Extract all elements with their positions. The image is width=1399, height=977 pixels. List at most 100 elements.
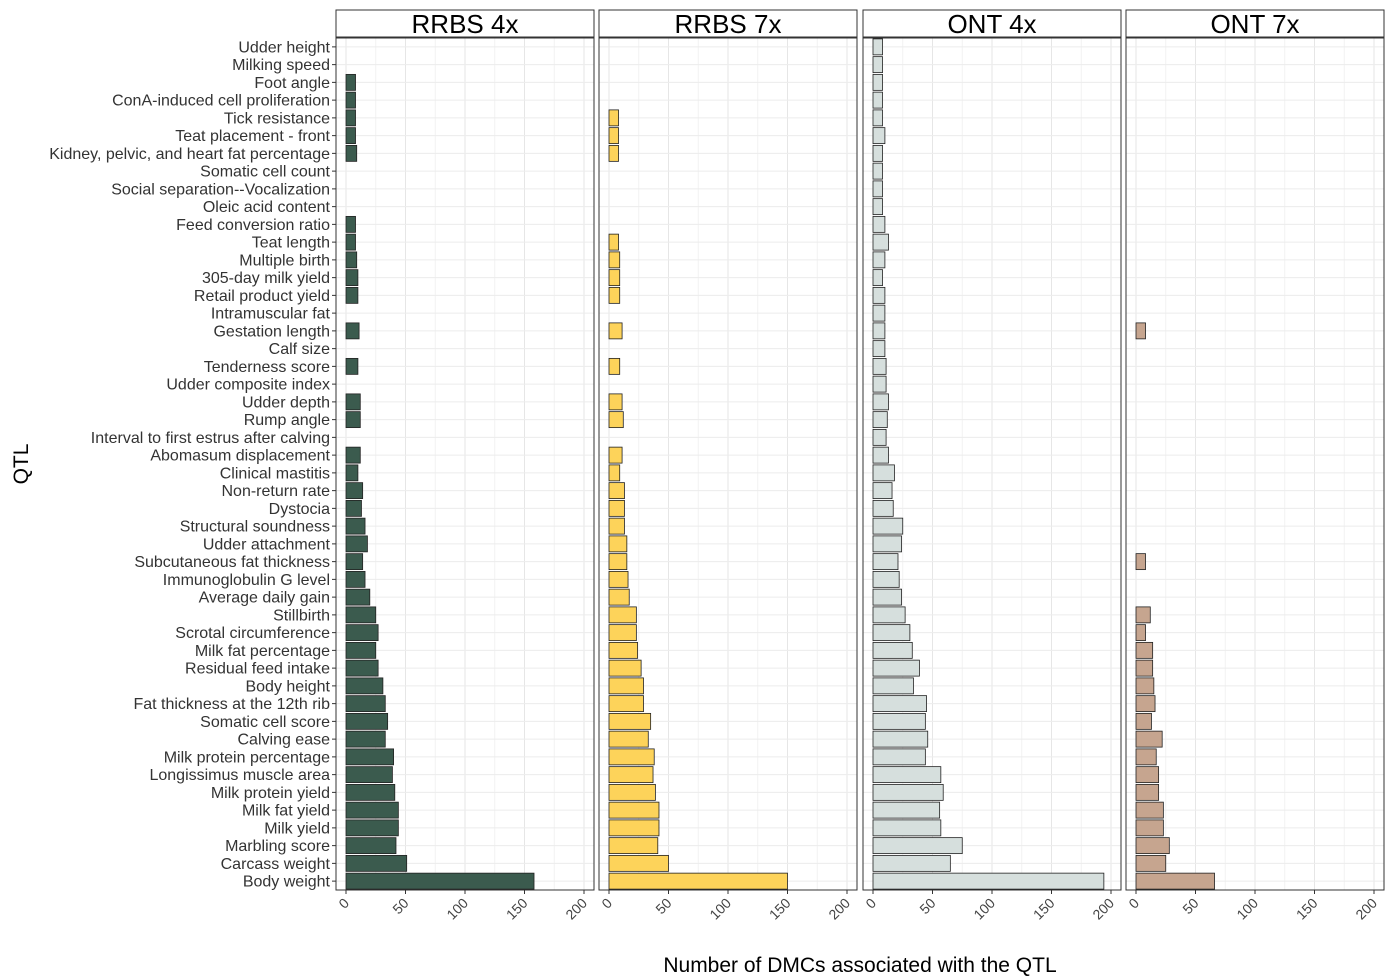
- bar: [872, 162, 883, 180]
- qtl-label: Milk fat yield: [242, 803, 330, 820]
- bar: [345, 837, 397, 855]
- bar: [608, 659, 642, 677]
- bar: [1135, 606, 1151, 624]
- panel-rrbs-7x: RRBS 7x 0 50 100 150 200: [598, 9, 858, 923]
- bar: [345, 464, 359, 482]
- qtl-label: Marbling score: [225, 838, 330, 855]
- qtl-label: Subcutaneous fat thickness: [134, 554, 330, 571]
- bar: [608, 854, 669, 872]
- bar: [1135, 801, 1164, 819]
- bar: [872, 517, 904, 535]
- qtl-label: Clinical mastitis: [220, 465, 330, 482]
- qtl-label: Calf size: [269, 341, 330, 358]
- bar: [608, 464, 621, 482]
- qtl-label: Calving ease: [238, 732, 331, 749]
- x-tick-label: 150: [1030, 895, 1058, 923]
- bar: [608, 783, 656, 801]
- bar: [608, 553, 628, 571]
- qtl-label: Stillbirth: [273, 607, 330, 624]
- bar: [608, 251, 621, 269]
- qtl-label: Milk yield: [264, 820, 330, 837]
- qtl-label: Body height: [245, 678, 330, 695]
- bar: [608, 269, 621, 287]
- bar: [608, 837, 659, 855]
- bar: [345, 286, 359, 304]
- bar: [608, 411, 624, 429]
- qtl-label: ConA-induced cell proliferation: [112, 93, 330, 110]
- bar: [608, 517, 625, 535]
- x-tick-label: 100: [1233, 895, 1261, 923]
- bar: [345, 570, 366, 588]
- bar: [872, 322, 886, 340]
- bar: [608, 677, 644, 695]
- bar: [872, 464, 895, 482]
- bar: [872, 695, 927, 713]
- bar: [1135, 819, 1164, 837]
- bar: [345, 269, 359, 287]
- bar: [345, 730, 386, 748]
- bar: [872, 499, 894, 517]
- qtl-label: Retail product yield: [194, 288, 330, 305]
- bar: [872, 482, 893, 500]
- bar: [345, 801, 399, 819]
- bar: [1135, 854, 1167, 872]
- bar: [872, 553, 899, 571]
- bar: [872, 304, 886, 322]
- bar: [872, 127, 886, 145]
- bar: [872, 801, 941, 819]
- bar: [608, 322, 623, 340]
- bar: [872, 570, 900, 588]
- bar: [872, 659, 920, 677]
- bar: [608, 570, 629, 588]
- bar: [872, 588, 902, 606]
- bar: [345, 482, 364, 500]
- qtl-label: Udder depth: [242, 394, 330, 411]
- qtl-label: Gestation length: [213, 323, 330, 340]
- x-tick-label: 150: [1293, 895, 1321, 923]
- bar: [1135, 766, 1160, 784]
- bar: [872, 411, 888, 429]
- bar: [872, 251, 886, 269]
- bar: [608, 606, 637, 624]
- x-tick-label: 200: [562, 895, 590, 923]
- bar: [608, 766, 654, 784]
- qtl-label: Milk fat percentage: [195, 643, 330, 660]
- qtl-label: Dystocia: [269, 501, 330, 518]
- qtl-label: Milk protein percentage: [164, 749, 330, 766]
- qtl-label: Scrotal circumference: [175, 625, 330, 642]
- x-tick-label: 0: [598, 895, 615, 912]
- panel-title: RRBS 4x: [412, 9, 519, 39]
- qtl-label: Tick resistance: [224, 110, 330, 127]
- bar: [872, 38, 883, 56]
- qtl-label: Tenderness score: [204, 359, 330, 376]
- bar: [872, 819, 942, 837]
- bar: [345, 322, 360, 340]
- panel-strip: [1125, 9, 1385, 38]
- x-tick-label: 50: [652, 895, 674, 917]
- bar: [1135, 872, 1215, 890]
- bar: [608, 144, 619, 162]
- bar: [608, 499, 625, 517]
- qtl-label: Milking speed: [232, 57, 330, 74]
- bar: [345, 91, 356, 109]
- qtl-label: Non-return rate: [222, 483, 331, 500]
- x-tick-label: 100: [706, 895, 734, 923]
- bar: [872, 357, 887, 375]
- bar: [872, 215, 886, 233]
- bar: [872, 233, 889, 251]
- bar: [345, 357, 359, 375]
- bar: [872, 109, 883, 127]
- x-tick-label: 200: [825, 895, 853, 923]
- bar: [872, 428, 887, 446]
- bar: [872, 837, 963, 855]
- panel-strip: [335, 9, 595, 38]
- bar: [608, 730, 649, 748]
- panel-strip: [862, 9, 1122, 38]
- bar: [608, 695, 644, 713]
- bar: [345, 659, 379, 677]
- bar: [1135, 322, 1146, 340]
- bar: [608, 535, 628, 553]
